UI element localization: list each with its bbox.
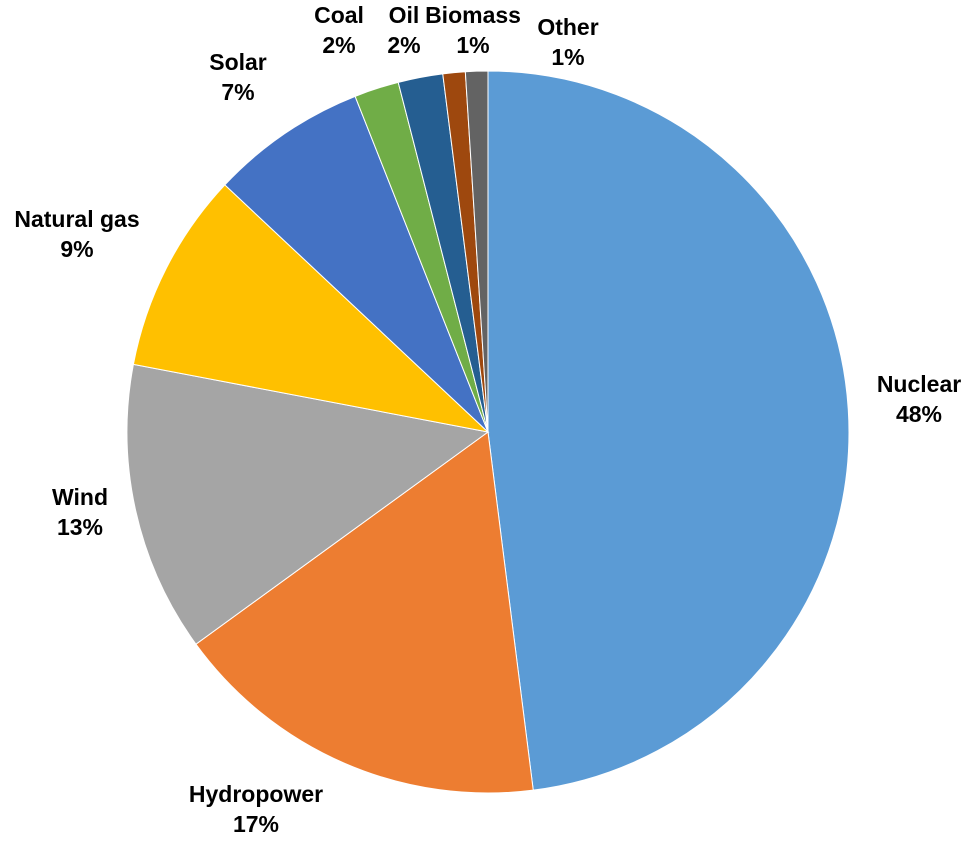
pie-slices xyxy=(126,70,850,794)
slice-percent-label: 2% xyxy=(387,32,420,58)
slice-percent-label: 7% xyxy=(221,79,254,105)
pie-slice-solar xyxy=(224,95,489,433)
slice-percent-label: 1% xyxy=(456,32,489,58)
data-label-natural-gas: Natural gas 9% xyxy=(14,206,139,262)
pie-slice-wind xyxy=(126,363,490,645)
data-label-wind: Wind 13% xyxy=(52,484,108,540)
slice-name-label: Biomass xyxy=(425,2,521,28)
slice-name-label: Oil xyxy=(389,2,420,28)
data-label-solar: Solar 7% xyxy=(209,49,267,105)
data-label-hydropower: Hydropower 17% xyxy=(189,781,323,837)
slice-name-label: Coal xyxy=(314,2,364,28)
data-label-oil: Oil 2% xyxy=(387,2,420,58)
slice-name-label: Wind xyxy=(52,484,108,510)
data-label-biomass: Biomass 1% xyxy=(425,2,521,58)
slice-name-label: Hydropower xyxy=(189,781,323,807)
slice-percent-label: 48% xyxy=(896,401,942,427)
slice-name-label: Solar xyxy=(209,49,267,75)
data-label-coal: Coal 2% xyxy=(314,2,364,58)
slice-percent-label: 17% xyxy=(233,811,279,837)
pie-slice-hydropower xyxy=(195,431,534,794)
pie-labels: Nuclear 48% Hydropower 17% Wind 13% Natural ga… xyxy=(14,2,961,837)
slice-name-label: Other xyxy=(537,14,598,40)
slice-name-label: Nuclear xyxy=(877,371,961,397)
pie-slice-natural-gas xyxy=(132,184,490,433)
slice-percent-label: 9% xyxy=(60,236,93,262)
slice-percent-label: 1% xyxy=(551,44,584,70)
slice-percent-label: 2% xyxy=(322,32,355,58)
pie-slice-nuclear xyxy=(487,70,850,791)
data-label-other: Other 1% xyxy=(537,14,598,70)
pie-slice-other xyxy=(464,70,489,433)
slice-percent-label: 13% xyxy=(57,514,103,540)
data-label-nuclear: Nuclear 48% xyxy=(877,371,961,427)
slice-name-label: Natural gas xyxy=(14,206,139,232)
